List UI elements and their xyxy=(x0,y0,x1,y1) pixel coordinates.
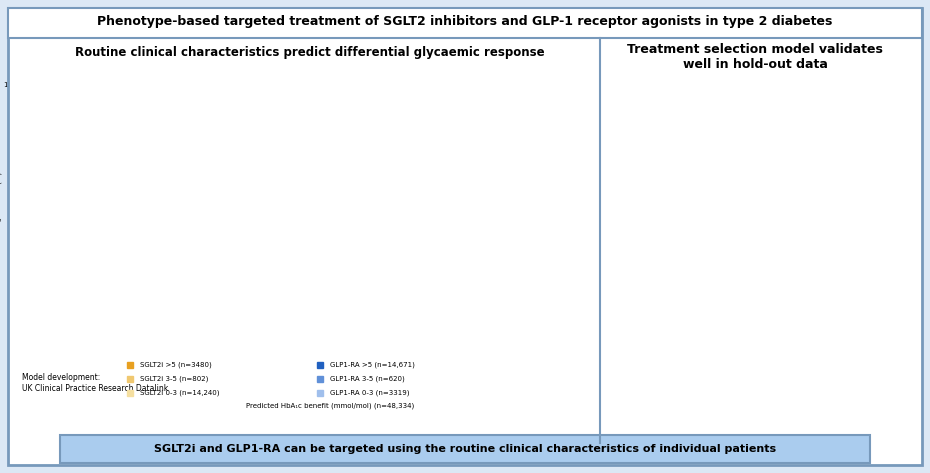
Bar xyxy=(441,208,450,254)
Bar xyxy=(182,194,192,265)
Bar xyxy=(215,150,224,229)
Bar xyxy=(166,138,176,218)
Bar xyxy=(578,190,587,249)
FancyBboxPatch shape xyxy=(60,435,870,463)
Bar xyxy=(232,210,241,281)
Bar xyxy=(66,213,79,352)
Y-axis label: Current age (years): Current age (years) xyxy=(379,177,386,246)
FancyBboxPatch shape xyxy=(8,8,922,38)
Title: Baseline HbA₁c: Baseline HbA₁c xyxy=(178,60,246,69)
Y-axis label: Decile average treatment
effect (mmol/mol): Decile average treatment effect (mmol/mo… xyxy=(602,153,621,270)
Bar xyxy=(529,175,538,234)
Text: SGLT2i and GLP1-RA can be targeted using the routine clinical characteristics of: SGLT2i and GLP1-RA can be targeted using… xyxy=(154,444,776,454)
X-axis label: Predicted conditional average
treatment effect (mmol/mol): Predicted conditional average treatment … xyxy=(711,375,847,394)
Bar xyxy=(408,223,418,269)
Bar xyxy=(489,185,498,231)
Y-axis label: BMI (kg/m²): BMI (kg/m²) xyxy=(503,191,511,232)
Bar xyxy=(84,285,97,352)
Text: Routine clinical characteristics predict differential glycaemic response: Routine clinical characteristics predict… xyxy=(75,46,545,60)
Bar xyxy=(336,173,345,245)
Text: Treatment selection model validates
well in hold-out data: Treatment selection model validates well… xyxy=(627,43,883,71)
Title: eGFR: eGFR xyxy=(321,60,344,69)
Bar xyxy=(247,265,257,321)
Bar xyxy=(562,204,571,263)
Text: GLP1-RA 0-3 (n=3319): GLP1-RA 0-3 (n=3319) xyxy=(330,390,409,396)
Text: Phenotype-based targeted treatment of SGLT2 inhibitors and GLP-1 receptor agonis: Phenotype-based targeted treatment of SG… xyxy=(98,16,832,28)
Bar xyxy=(199,249,208,305)
Bar xyxy=(101,259,114,352)
Text: SGLT2i 0-3 (n=14,240): SGLT2i 0-3 (n=14,240) xyxy=(140,390,219,396)
Bar xyxy=(457,200,466,246)
Text: Predicted HbA₁c benefit (mmol/mol) (n=48,334): Predicted HbA₁c benefit (mmol/mol) (n=48… xyxy=(246,403,414,409)
Text: GLP1-RA >5 (n=14,671): GLP1-RA >5 (n=14,671) xyxy=(330,362,415,368)
Bar xyxy=(119,285,133,352)
Text: GLP1-RA 3-5 (n=620): GLP1-RA 3-5 (n=620) xyxy=(330,376,405,382)
Bar xyxy=(30,165,44,352)
Title: BMI: BMI xyxy=(566,60,582,69)
Y-axis label: Percentage of men (%): Percentage of men (%) xyxy=(0,172,2,252)
Bar xyxy=(610,212,619,271)
FancyBboxPatch shape xyxy=(8,8,922,465)
Bar xyxy=(368,214,378,286)
Bar xyxy=(473,193,483,238)
Bar xyxy=(545,190,554,249)
Y-axis label: eGFR (ml/min per 1.73m²): eGFR (ml/min per 1.73m²) xyxy=(257,168,265,255)
Text: Highest HbA₁c
benefit on SGLT2i: Highest HbA₁c benefit on SGLT2i xyxy=(20,101,72,161)
Text: Model development:
UK Clinical Practice Research Datalink: Model development: UK Clinical Practice … xyxy=(22,373,168,393)
Bar xyxy=(352,194,362,260)
Title: Current age: Current age xyxy=(427,60,480,69)
Title: Sex: Sex xyxy=(73,60,89,69)
Bar xyxy=(287,140,297,217)
Text: SGLT2i >5 (n=3480): SGLT2i >5 (n=3480) xyxy=(140,362,212,368)
Text: Highest HbA₁c
benefit on GLP1-RA: Highest HbA₁c benefit on GLP1-RA xyxy=(71,187,127,254)
Bar xyxy=(320,199,329,268)
Bar xyxy=(594,197,604,256)
Bar xyxy=(424,216,433,261)
Bar xyxy=(303,166,312,235)
Bar xyxy=(48,165,61,352)
Text: SGLT2i 3-5 (n=802): SGLT2i 3-5 (n=802) xyxy=(140,376,208,382)
Y-axis label: Baseline HbA₁c (mmol/mol): Baseline HbA₁c (mmol/mol) xyxy=(138,164,144,260)
